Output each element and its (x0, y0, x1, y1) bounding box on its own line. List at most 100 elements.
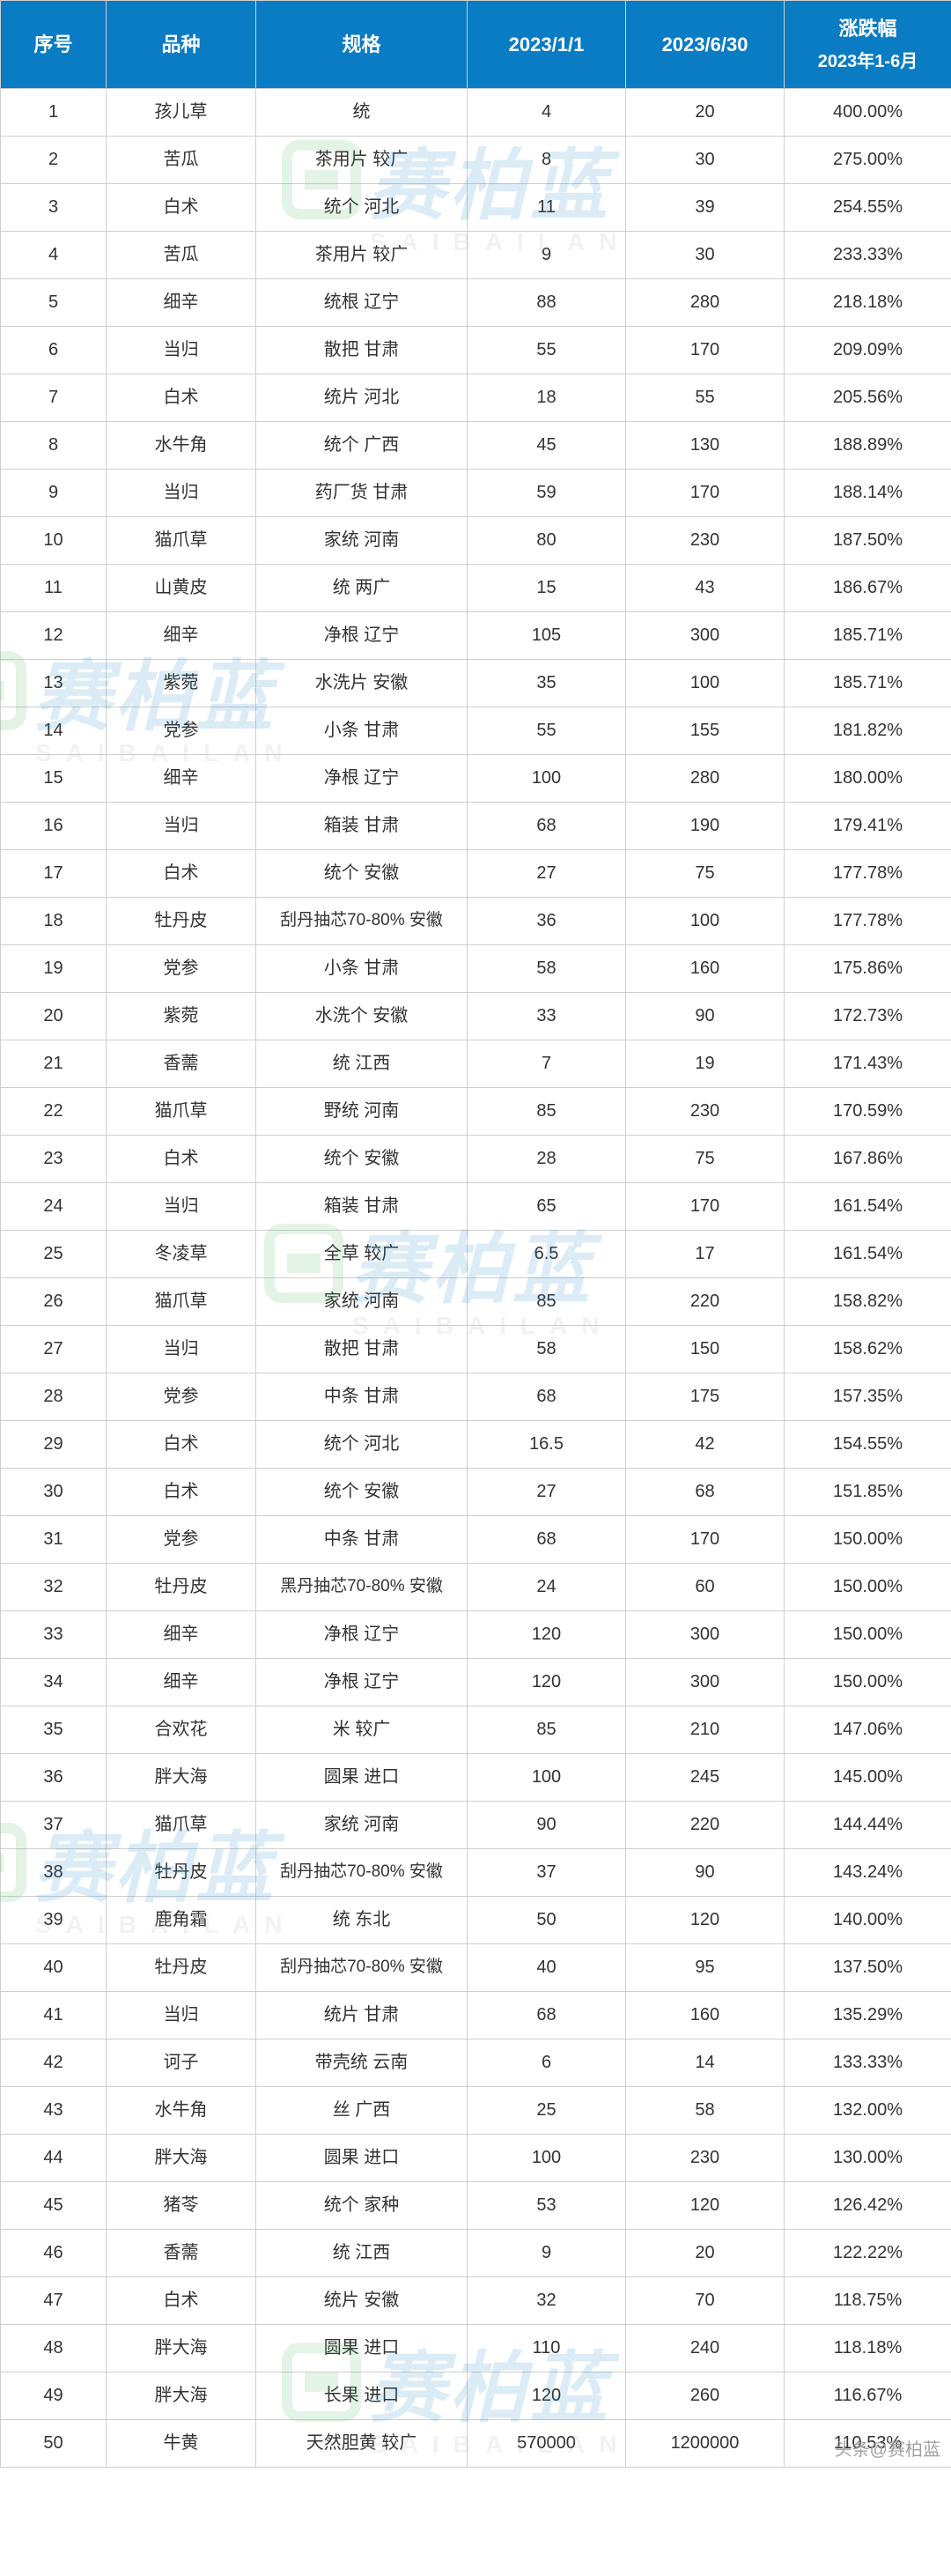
cell-p2: 170 (626, 327, 785, 374)
cell-p1: 45 (468, 422, 626, 470)
cell-idx: 36 (1, 1754, 107, 1802)
cell-idx: 8 (1, 422, 107, 470)
cell-spec: 统根 辽宁 (256, 279, 468, 327)
page-wrap: { "table": { "header_bg": "#0a7cc4", "he… (0, 0, 951, 2468)
cell-p2: 70 (626, 2277, 785, 2325)
cell-idx: 25 (1, 1231, 107, 1278)
cell-chg: 118.75% (785, 2277, 951, 2325)
cell-spec: 箱装 甘肃 (256, 1183, 468, 1231)
cell-idx: 45 (1, 2182, 107, 2230)
cell-spec: 统个 广西 (256, 422, 468, 470)
table-row: 15细辛净根 辽宁100280180.00% (1, 755, 951, 803)
table-row: 36胖大海圆果 进口100245145.00% (1, 1754, 951, 1802)
cell-p2: 14 (626, 2039, 785, 2087)
cell-idx: 5 (1, 279, 107, 327)
cell-chg: 205.56% (785, 374, 951, 422)
cell-p2: 43 (626, 565, 785, 612)
cell-chg: 171.43% (785, 1040, 951, 1088)
table-row: 5细辛统根 辽宁88280218.18% (1, 279, 951, 327)
cell-name: 诃子 (107, 2039, 256, 2087)
cell-p2: 160 (626, 1992, 785, 2039)
table-row: 4苦瓜茶用片 较广930233.33% (1, 232, 951, 279)
cell-name: 猫爪草 (107, 1802, 256, 1849)
table-row: 3白术统个 河北1139254.55% (1, 184, 951, 232)
cell-idx: 21 (1, 1040, 107, 1088)
cell-name: 牡丹皮 (107, 1564, 256, 1611)
cell-idx: 4 (1, 232, 107, 279)
cell-p2: 240 (626, 2325, 785, 2372)
cell-p1: 65 (468, 1183, 626, 1231)
cell-p2: 20 (626, 2230, 785, 2277)
table-row: 13紫菀水洗片 安徽35100185.71% (1, 660, 951, 707)
cell-idx: 1 (1, 89, 107, 137)
cell-p1: 4 (468, 89, 626, 137)
cell-chg: 161.54% (785, 1183, 951, 1231)
cell-p1: 18 (468, 374, 626, 422)
table-row: 17白术统个 安徽2775177.78% (1, 850, 951, 898)
cell-name: 牡丹皮 (107, 1944, 256, 1992)
cell-p2: 150 (626, 1326, 785, 1373)
table-row: 39鹿角霜统 东北50120140.00% (1, 1897, 951, 1944)
cell-p1: 7 (468, 1040, 626, 1088)
col-chg: 涨跌幅 2023年1-6月 (785, 1, 951, 89)
cell-spec: 统片 安徽 (256, 2277, 468, 2325)
table-body: 1孩儿草统420400.00%2苦瓜茶用片 较广830275.00%3白术统个 … (1, 89, 951, 2468)
cell-name: 香薷 (107, 1040, 256, 1088)
col-p1: 2023/1/1 (468, 1, 626, 89)
cell-spec: 统片 甘肃 (256, 1992, 468, 2039)
cell-p1: 16.5 (468, 1421, 626, 1469)
cell-name: 当归 (107, 803, 256, 850)
col-label: 序号 (33, 33, 72, 56)
cell-spec: 刮丹抽芯70-80% 安徽 (256, 1944, 468, 1992)
cell-idx: 9 (1, 470, 107, 517)
cell-name: 紫菀 (107, 993, 256, 1040)
cell-idx: 7 (1, 374, 107, 422)
cell-idx: 34 (1, 1659, 107, 1706)
cell-idx: 41 (1, 1992, 107, 2039)
cell-spec: 家统 河南 (256, 1278, 468, 1326)
col-sublabel: 2023年1-6月 (790, 48, 946, 75)
cell-idx: 31 (1, 1516, 107, 1564)
table-row: 10猫爪草家统 河南80230187.50% (1, 517, 951, 565)
cell-chg: 122.22% (785, 2230, 951, 2277)
cell-p1: 105 (468, 612, 626, 660)
cell-name: 白术 (107, 1421, 256, 1469)
cell-spec: 统片 河北 (256, 374, 468, 422)
col-label: 涨跌幅 (838, 18, 896, 40)
table-row: 34细辛净根 辽宁120300150.00% (1, 1659, 951, 1706)
cell-name: 猫爪草 (107, 1088, 256, 1136)
cell-name: 牡丹皮 (107, 1849, 256, 1897)
cell-spec: 统个 安徽 (256, 850, 468, 898)
cell-name: 细辛 (107, 1659, 256, 1706)
cell-spec: 米 较广 (256, 1706, 468, 1754)
cell-idx: 44 (1, 2135, 107, 2182)
cell-chg: 188.89% (785, 422, 951, 470)
cell-name: 当归 (107, 1326, 256, 1373)
cell-p2: 17 (626, 1231, 785, 1278)
cell-spec: 野统 河南 (256, 1088, 468, 1136)
cell-name: 细辛 (107, 279, 256, 327)
table-row: 20紫菀水洗个 安徽3390172.73% (1, 993, 951, 1040)
cell-p1: 85 (468, 1706, 626, 1754)
cell-chg: 158.62% (785, 1326, 951, 1373)
cell-spec: 药厂货 甘肃 (256, 470, 468, 517)
cell-idx: 20 (1, 993, 107, 1040)
cell-spec: 中条 甘肃 (256, 1373, 468, 1421)
table-row: 38牡丹皮刮丹抽芯70-80% 安徽3790143.24% (1, 1849, 951, 1897)
cell-name: 当归 (107, 1992, 256, 2039)
cell-p2: 155 (626, 707, 785, 755)
cell-p2: 55 (626, 374, 785, 422)
cell-idx: 28 (1, 1373, 107, 1421)
cell-name: 山黄皮 (107, 565, 256, 612)
cell-name: 孩儿草 (107, 89, 256, 137)
cell-chg: 172.73% (785, 993, 951, 1040)
cell-chg: 132.00% (785, 2087, 951, 2135)
table-row: 19党参小条 甘肃58160175.86% (1, 945, 951, 993)
cell-chg: 130.00% (785, 2135, 951, 2182)
cell-spec: 茶用片 较广 (256, 232, 468, 279)
cell-chg: 118.18% (785, 2325, 951, 2372)
col-spec: 规格 (256, 1, 468, 89)
cell-spec: 水洗片 安徽 (256, 660, 468, 707)
cell-idx: 23 (1, 1136, 107, 1183)
cell-spec: 统 两广 (256, 565, 468, 612)
